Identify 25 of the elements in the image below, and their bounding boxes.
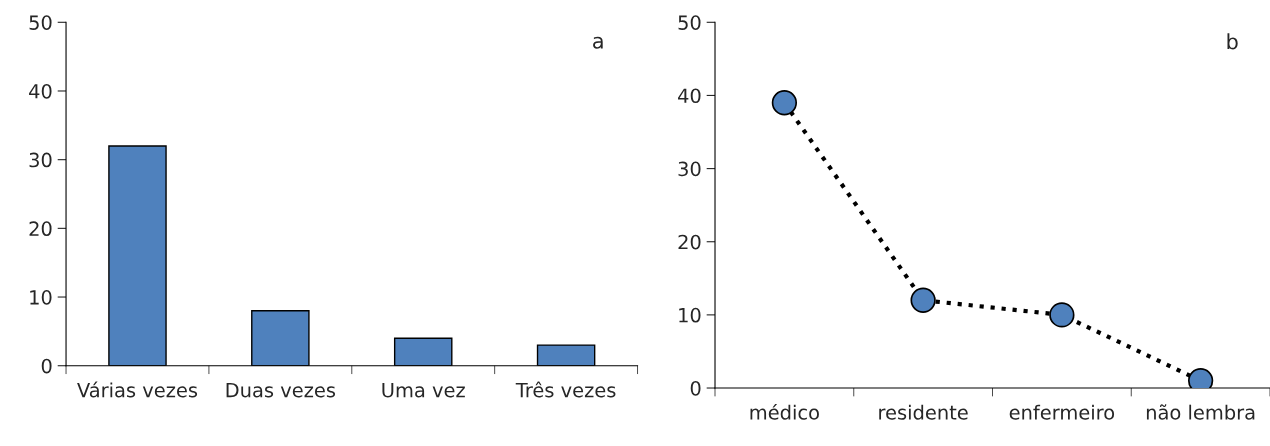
y-tick-label: 50 (678, 15, 701, 30)
x-tick-label: residente (879, 404, 968, 420)
point (771, 90, 798, 116)
y-tick-label: 30 (678, 161, 701, 177)
x-tick-label: médico (750, 403, 819, 420)
y-tick-label: 0 (690, 380, 701, 396)
point (1049, 302, 1075, 328)
y-tick-label: 10 (679, 307, 701, 323)
y-tick-label: 30 (29, 152, 52, 168)
x-tick-label: não lembra (1146, 404, 1255, 420)
annotation: b (1227, 33, 1238, 50)
x-tick-label: Duas vezes (226, 382, 336, 398)
x-tick-label: Várias vezes (77, 381, 198, 398)
point (910, 287, 936, 313)
annotation: a (593, 36, 603, 49)
y-tick-label: 50 (29, 15, 52, 30)
y-tick-label: 10 (30, 289, 52, 305)
y-tick-label: 0 (41, 358, 52, 374)
y-tick-label: 20 (678, 234, 701, 250)
y-tick-label: 40 (678, 88, 701, 104)
y-tick-label: 40 (29, 83, 52, 99)
y-tick-label: 20 (29, 221, 52, 237)
x-tick-label: Três vezes (515, 381, 616, 398)
x-tick-label: Uma vez (382, 382, 465, 398)
x-tick-label: enfermeiro (1009, 404, 1115, 420)
